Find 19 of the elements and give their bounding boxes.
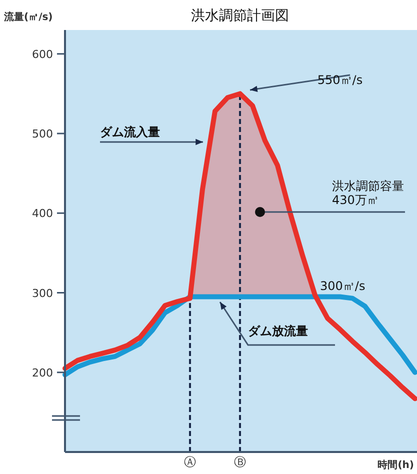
annotation: ダム放流量 — [219, 302, 335, 346]
y-tick-label: 200 — [32, 366, 53, 380]
annotation: 洪水調節容量 430万㎥ — [332, 179, 404, 207]
y-tick-label: 400 — [32, 207, 53, 220]
chart-title: 洪水調節計画図 — [191, 8, 289, 24]
x-tick-label: Ⓐ — [184, 455, 196, 469]
annotation: ダム流入量 — [100, 125, 203, 146]
y-tick-label: 600 — [32, 48, 53, 61]
annotation: 550㎥/s — [317, 73, 363, 87]
x-tick-label: Ⓑ — [234, 455, 246, 469]
y-tick-label: 500 — [32, 128, 53, 141]
annotation: ダム放流量 — [248, 324, 308, 338]
annotation: 洪水調節容量 430万㎥ — [255, 179, 405, 217]
annotation: ダム流入量 — [100, 125, 160, 139]
x-axis-title: 時間(h) — [378, 459, 414, 471]
annotation: 300㎥/s — [320, 279, 366, 293]
y-tick-label: 300 — [32, 286, 53, 300]
y-axis-title: 流量(㎥/s) — [3, 11, 53, 23]
annotation: 550㎥/s — [250, 73, 363, 92]
